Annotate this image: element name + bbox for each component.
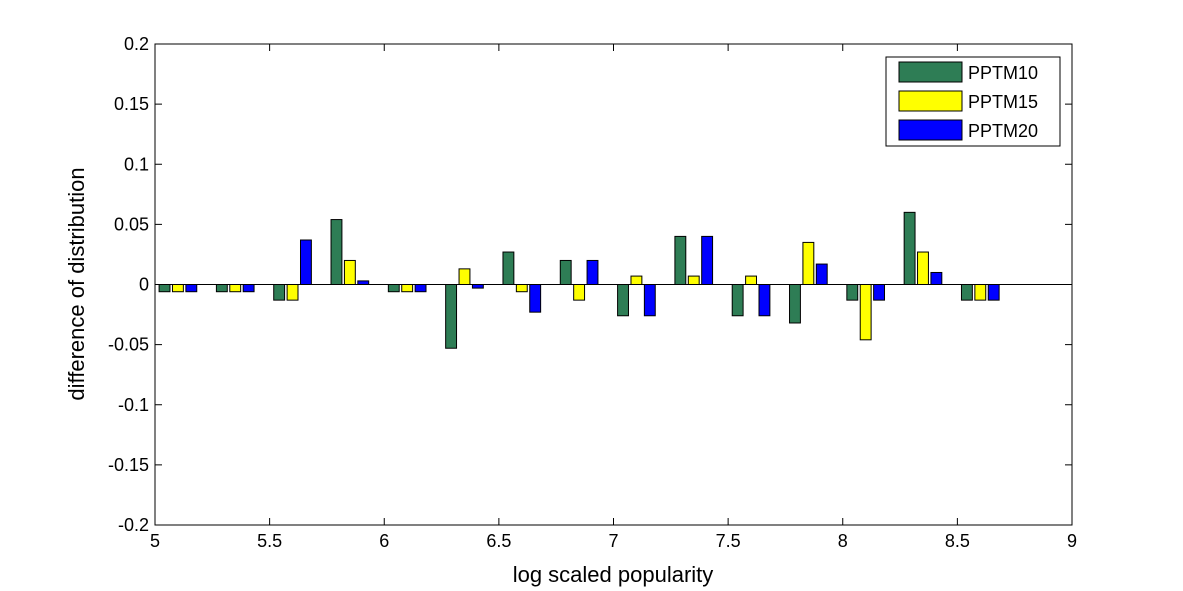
x-tick-label: 6.5 [486, 531, 511, 551]
bar-pptm15 [573, 284, 586, 301]
y-tick-label: 0.05 [114, 214, 149, 234]
legend-label-pptm15: PPTM15 [968, 92, 1038, 112]
y-tick-label: -0.15 [108, 455, 149, 475]
y-tick-label: 0.2 [124, 34, 149, 54]
bar-pptm15 [687, 275, 700, 285]
bar-pptm15 [859, 284, 872, 341]
bar-pptm10 [387, 284, 400, 293]
bar-pptm15 [171, 284, 184, 293]
bar-pptm10 [617, 284, 629, 317]
x-tick-label: 5.5 [257, 531, 282, 551]
x-tick-label: 6 [379, 531, 389, 551]
bar-pptm20 [930, 271, 943, 286]
bar-pptm20 [815, 263, 828, 285]
bar-pptm10 [903, 211, 916, 286]
x-tick-label: 9 [1067, 531, 1077, 551]
x-axis-ticks: 5 5.5 6 6.5 7 7.5 8 8.5 9 [150, 44, 1077, 551]
bar-pptm10 [330, 219, 343, 285]
bar-pptm15 [458, 268, 471, 285]
bar-pptm20 [242, 284, 255, 293]
bar-pptm20 [586, 259, 599, 286]
bar-pptm15 [917, 251, 929, 285]
legend-swatch-pptm20 [898, 119, 963, 141]
x-tick-label: 7.5 [716, 531, 741, 551]
bar-pptm20 [299, 239, 312, 286]
bar-series [158, 211, 1000, 349]
bar-pptm20 [357, 280, 370, 285]
bar-pptm15 [630, 275, 643, 285]
bar-pptm10 [846, 284, 859, 301]
bar-pptm20 [643, 284, 656, 317]
legend: PPTM10 PPTM15 PPTM20 [885, 56, 1061, 147]
legend-label-pptm20: PPTM20 [968, 121, 1038, 141]
bar-pptm20 [758, 284, 771, 317]
bar-pptm10 [502, 251, 515, 285]
y-tick-label: -0.1 [118, 395, 149, 415]
bar-pptm20 [529, 284, 542, 313]
bar-pptm15 [515, 284, 528, 293]
bar-pptm15 [745, 275, 757, 285]
bar-pptm20 [185, 284, 198, 293]
bar-pptm10 [158, 284, 171, 293]
bar-pptm20 [414, 284, 427, 293]
bar-pptm10 [273, 284, 286, 301]
bar-pptm10 [674, 235, 687, 285]
bar-pptm10 [731, 284, 744, 317]
bar-pptm15 [802, 241, 815, 286]
y-tick-label: 0.1 [124, 154, 149, 174]
bar-pptm15 [401, 284, 414, 293]
x-tick-label: 8.5 [945, 531, 970, 551]
bar-pptm15 [286, 284, 299, 301]
y-tick-label: 0 [139, 275, 149, 295]
x-tick-label: 7 [608, 531, 618, 551]
x-axis-title: log scaled popularity [513, 562, 714, 587]
bar-pptm15 [343, 259, 356, 286]
bar-pptm10 [445, 284, 458, 349]
bar-pptm10 [789, 284, 801, 324]
y-tick-label: -0.05 [108, 335, 149, 355]
y-axis-title: difference of distribution [64, 167, 89, 400]
legend-swatch-pptm15 [898, 90, 963, 112]
x-tick-label: 5 [150, 531, 160, 551]
bar-pptm10 [559, 259, 572, 286]
y-axis-ticks: 0.2 0.15 0.1 0.05 0 -0.05 -0.1 -0.15 -0.2 [108, 34, 1072, 535]
bar-pptm10 [215, 284, 228, 293]
bar-pptm15 [229, 284, 242, 293]
y-tick-label: -0.2 [118, 515, 149, 535]
bar-pptm10 [960, 284, 973, 301]
x-tick-label: 8 [838, 531, 848, 551]
y-tick-label: 0.15 [114, 94, 149, 114]
bar-pptm20 [701, 235, 714, 285]
legend-label-pptm10: PPTM10 [968, 63, 1038, 83]
bar-pptm20 [873, 284, 886, 301]
bar-pptm20 [471, 284, 484, 289]
bar-pptm20 [987, 284, 1000, 301]
bar-pptm15 [974, 284, 987, 301]
legend-swatch-pptm10 [898, 61, 963, 83]
